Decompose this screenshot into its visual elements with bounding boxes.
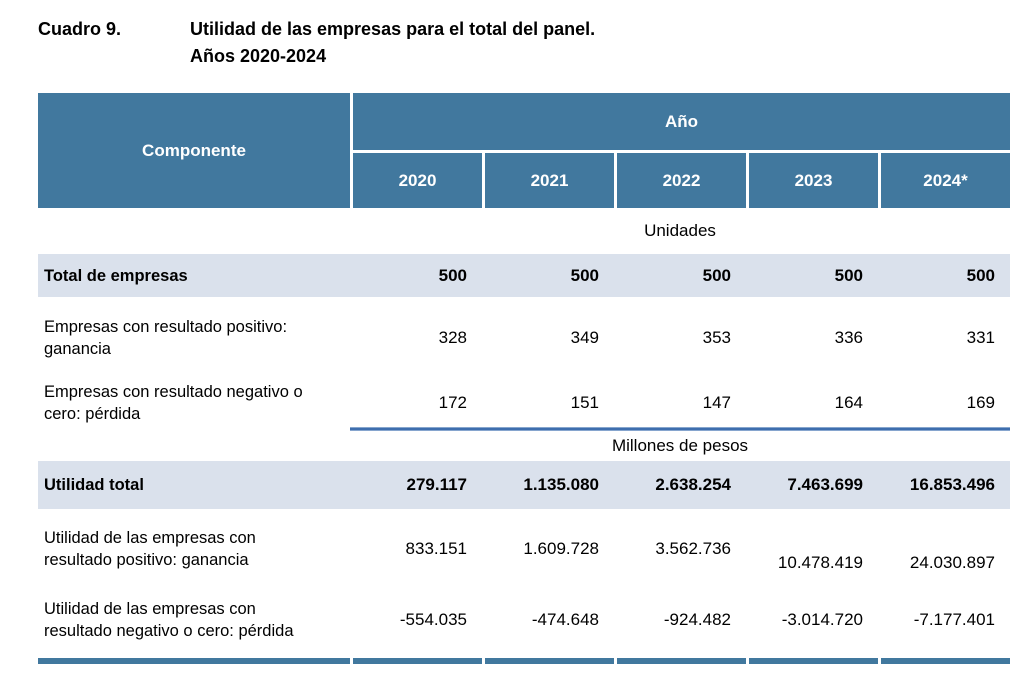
cell-value: -474.648 [531, 610, 599, 629]
cell-value: 500 [570, 265, 599, 285]
row-label: Utilidad de las empresas con resultado p… [44, 529, 256, 569]
cell-value: 1.609.728 [523, 539, 599, 558]
table-row: Empresas con resultado negativo o cero: … [38, 379, 1010, 427]
table-caption-line1: Utilidad de las empresas para el total d… [190, 19, 596, 39]
cell-value: 279.117 [406, 475, 467, 494]
table-caption-line2: Años 2020-2024 [190, 46, 327, 66]
cell-value: 500 [966, 265, 995, 285]
cell-value: 7.463.699 [787, 475, 863, 494]
row-label: Empresas con resultado negativo o cero: … [44, 383, 303, 423]
cell-value: -7.177.401 [913, 610, 995, 629]
header-year-2021: 2021 [482, 150, 614, 208]
cell-value: -924.482 [663, 610, 731, 629]
data-table: Componente Año 2020 2021 2022 2023 2024*… [38, 93, 1010, 664]
section-label-unidades: Unidades [644, 221, 716, 240]
cell-value: 3.562.736 [655, 539, 731, 558]
table-number: Cuadro 9. [38, 19, 122, 39]
cell-value: 151 [570, 393, 599, 412]
cell-value: 349 [570, 328, 599, 347]
cell-value: 24.030.897 [909, 553, 995, 572]
table-row: Total de empresas 500 500 500 500 500 [38, 254, 1010, 297]
table-row: Utilidad de las empresas con resultado n… [38, 589, 1010, 651]
cell-value: 500 [702, 265, 731, 285]
row-label: Utilidad total [44, 476, 144, 494]
row-label: Empresas con resultado positivo: gananci… [44, 318, 288, 358]
cell-value: 169 [966, 393, 995, 412]
header-componente: Componente [38, 93, 350, 208]
cell-value: 833.151 [405, 539, 467, 558]
cell-value: 16.853.496 [909, 475, 995, 494]
header-year-2020: 2020 [350, 150, 482, 208]
header-anio-group: Año [350, 93, 1010, 150]
table-row: Utilidad de las empresas con resultado p… [38, 509, 1010, 589]
table-caption: Utilidad de las empresas para el total d… [190, 16, 595, 70]
cell-value: -3.014.720 [781, 610, 863, 629]
cell-value: 172 [438, 393, 467, 412]
cell-value: 336 [834, 328, 863, 347]
units-pesos-divider-rule [350, 427, 1010, 431]
cell-value: 500 [834, 265, 863, 285]
cell-value: 353 [702, 328, 731, 347]
header-year-2022: 2022 [614, 150, 746, 208]
cell-value: 2.638.254 [655, 475, 731, 494]
cell-value: 147 [702, 393, 731, 412]
cell-value: 500 [438, 265, 467, 285]
table-row: Empresas con resultado positivo: gananci… [38, 297, 1010, 379]
cell-value: 328 [438, 328, 467, 347]
table-title: Cuadro 9. Utilidad de las empresas para … [38, 16, 1020, 70]
header-year-2024: 2024* [878, 150, 1010, 208]
cell-value: 331 [966, 328, 995, 347]
section-label-millones: Millones de pesos [611, 436, 749, 455]
table-bottom-rule [38, 658, 1010, 664]
row-label: Total de empresas [44, 266, 188, 285]
cell-value: 1.135.080 [523, 475, 599, 494]
cell-value: -554.035 [399, 610, 467, 629]
table-row: Utilidad total 279.117 1.135.080 2.638.2… [38, 461, 1010, 509]
header-year-2023: 2023 [746, 150, 878, 208]
cell-value: 164 [834, 393, 863, 412]
cell-value: 10.478.419 [777, 553, 863, 572]
table-header: Componente Año 2020 2021 2022 2023 2024* [38, 93, 1010, 208]
row-label: Utilidad de las empresas con resultado n… [44, 600, 294, 640]
